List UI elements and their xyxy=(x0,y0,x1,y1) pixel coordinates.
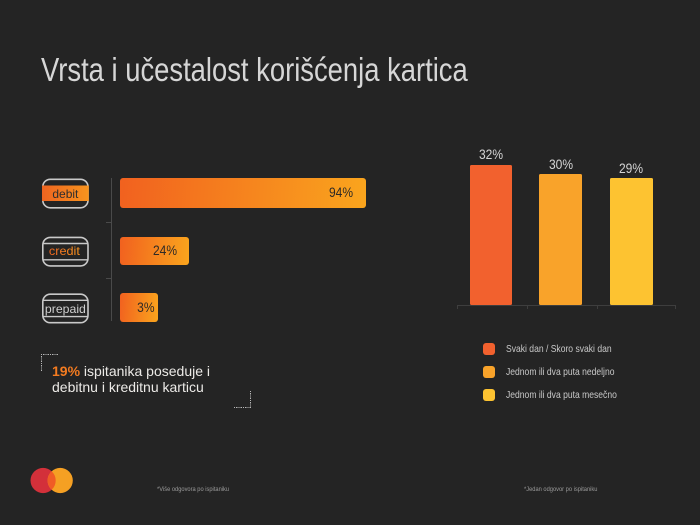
svg-text:debit: debit xyxy=(52,187,79,201)
svg-text:credit: credit xyxy=(49,244,81,258)
svg-text:prepaid: prepaid xyxy=(45,302,86,316)
